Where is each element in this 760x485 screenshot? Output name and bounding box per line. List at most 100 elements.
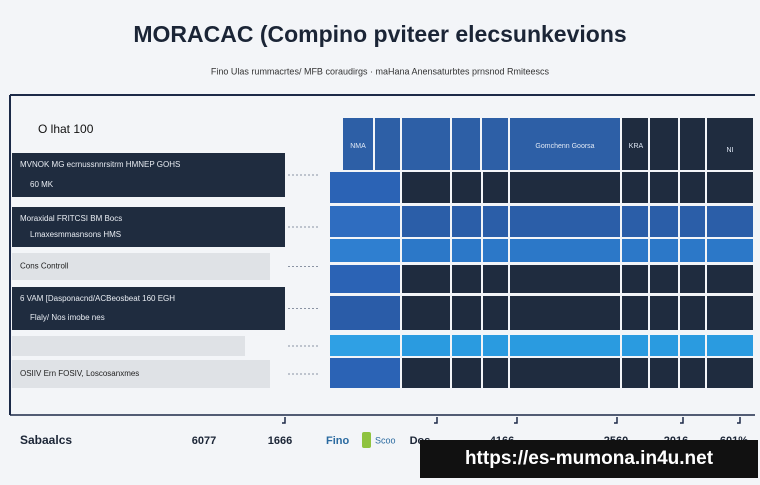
grid-cell — [680, 206, 705, 237]
grid-cell — [402, 296, 450, 330]
bar-row — [12, 207, 285, 247]
axis-label: Sabaalcs — [20, 433, 72, 447]
bar-row — [12, 153, 285, 197]
bar-sublabel: Lmaxesmmasnsons HMS — [30, 230, 121, 239]
bar-label: MVNOK MG ecrnussnnrsitrm HMNEP GOHS — [20, 160, 180, 169]
grid-cell — [650, 335, 678, 356]
grid-cell — [483, 172, 508, 203]
tick-hook — [282, 417, 286, 424]
grid-cell — [510, 265, 620, 293]
header-label: NMA — [350, 143, 366, 150]
grid-cell — [707, 296, 753, 330]
grid-cell — [680, 358, 705, 388]
grid-cell — [510, 172, 620, 203]
grid-cell — [330, 296, 400, 330]
header-cell — [402, 118, 450, 170]
grid-cell — [330, 335, 400, 356]
legend-label: Scoo — [375, 435, 396, 445]
grid-cell — [452, 239, 481, 262]
grid-cell — [483, 358, 508, 388]
grid-cell — [330, 358, 400, 388]
tick-hook — [737, 417, 741, 424]
grid-cell — [510, 358, 620, 388]
grid-cell — [680, 172, 705, 203]
grid-cell — [452, 296, 481, 330]
legend-swatch — [362, 432, 371, 448]
header-cell — [622, 118, 648, 170]
grid-cell — [650, 172, 678, 203]
bar-sublabel: 60 MK — [30, 180, 54, 189]
grid-cell — [510, 335, 620, 356]
bar-row — [12, 336, 245, 356]
header-label: KRA — [629, 143, 644, 150]
grid-cell — [650, 296, 678, 330]
header-cell — [375, 118, 400, 170]
grid-cell — [483, 239, 508, 262]
grid-cell — [510, 239, 620, 262]
header-cell — [680, 118, 705, 170]
grid-cell — [707, 265, 753, 293]
cell-grid: NMA Gomchenn Goorsa KRA NI — [330, 118, 753, 388]
grid-cell — [452, 172, 481, 203]
grid-cell — [330, 206, 400, 237]
bar-row — [12, 253, 270, 280]
watermark: https://es-mumona.in4u.net — [465, 448, 714, 469]
grid-cell — [622, 239, 648, 262]
grid-cell — [622, 206, 648, 237]
grid-cell — [622, 335, 648, 356]
header-label: NI — [727, 147, 734, 154]
grid-cell — [650, 239, 678, 262]
grid-cell — [707, 206, 753, 237]
subtitle: Fino Ulas rummacrtes/ MFB coraudirgs · m… — [211, 66, 550, 76]
tick-hook — [434, 417, 438, 424]
grid-cell — [510, 206, 620, 237]
bar-label: Moraxidal FRITCSI BM Bocs — [20, 214, 122, 223]
grid-cell — [650, 358, 678, 388]
bar-row — [12, 360, 270, 388]
bar-panel: MVNOK MG ecrnussnnrsitrm HMNEP GOHS 60 MK… — [12, 153, 318, 388]
grid-cell — [650, 265, 678, 293]
grid-cell — [680, 296, 705, 330]
axis-label: 6077 — [192, 435, 216, 447]
bar-row — [12, 287, 285, 330]
grid-cell — [452, 358, 481, 388]
grid-cell — [402, 206, 450, 237]
title: MORACAC (Compino pviteer elecsunkevions — [133, 21, 626, 47]
grid-cell — [680, 265, 705, 293]
watermark-box — [420, 440, 758, 478]
header-cell — [343, 118, 373, 170]
grid-cell — [622, 172, 648, 203]
bar-label: Cons Controll — [20, 262, 69, 271]
grid-cell — [402, 172, 450, 203]
grid-cell — [483, 335, 508, 356]
grid-cell — [622, 358, 648, 388]
tick-hook — [680, 417, 684, 424]
tick-hook — [614, 417, 618, 424]
bar-sublabel: Flaly/ Nos imobe nes — [30, 313, 105, 322]
grid-cell — [330, 172, 400, 203]
grid-cell — [402, 358, 450, 388]
grid-cell — [680, 239, 705, 262]
bar-label: 6 VAM [Dasponacnd/ACBeosbeat 160 EGH — [20, 294, 175, 303]
grid-cell — [330, 239, 400, 262]
grid-cell — [452, 335, 481, 356]
grid-cell — [402, 239, 450, 262]
panel-label: O lhat 100 — [38, 122, 94, 136]
grid-cell — [483, 296, 508, 330]
header-cell — [707, 118, 753, 170]
grid-cell — [452, 206, 481, 237]
header-cell — [510, 118, 620, 170]
grid-cell — [483, 265, 508, 293]
grid-cell — [707, 358, 753, 388]
grid-cell — [402, 265, 450, 293]
grid-cell — [330, 265, 400, 293]
grid-cell — [707, 239, 753, 262]
legend-label: Fino — [326, 435, 349, 447]
header-label: Gomchenn Goorsa — [535, 143, 594, 150]
tick-hook — [514, 417, 518, 424]
header-cell — [650, 118, 678, 170]
grid-cell — [707, 172, 753, 203]
grid-cell — [680, 335, 705, 356]
